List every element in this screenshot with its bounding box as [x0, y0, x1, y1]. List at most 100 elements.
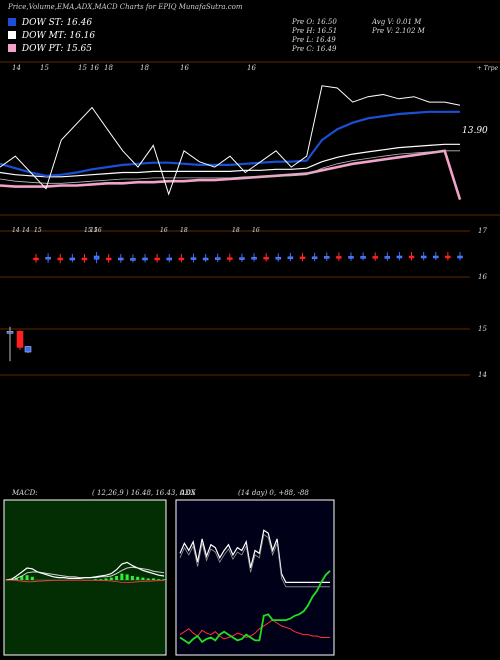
candle-body: [239, 257, 245, 260]
price-line: [0, 85, 461, 196]
candle-body: [45, 256, 51, 260]
date-label: 16: [247, 64, 256, 72]
candle-body: [263, 256, 269, 260]
date-label: 18: [104, 64, 113, 72]
legend-dow-pt: DOW PT: 15.65: [8, 44, 92, 54]
macd-histogram-bar: [120, 573, 124, 580]
date-label: 18: [140, 64, 149, 72]
price-axis-label: 15: [478, 325, 487, 333]
candle-body: [154, 257, 160, 261]
candle-body: [227, 257, 233, 260]
candle-body: [372, 256, 378, 259]
legend-swatch-st: [8, 18, 16, 26]
prev-volume: Pre V: 2.102 M: [372, 27, 425, 35]
last-price-label: 13.90: [462, 126, 488, 136]
volume-date-label: 18: [232, 227, 240, 234]
ema-mt-band-line: [0, 150, 460, 184]
candle-body: [105, 257, 112, 261]
macd-histogram-bar: [146, 578, 150, 580]
candle-body: [69, 257, 76, 261]
candle-body: [33, 257, 39, 261]
volume-date-label: 16: [252, 227, 260, 234]
chart-title: Price,Volume,EMA,ADX,MACD Charts for EPI…: [8, 3, 243, 11]
date-label: 15: [40, 64, 49, 72]
adx-line: [179, 529, 330, 584]
candle-body: [408, 255, 415, 259]
macd-histogram-bar: [141, 577, 145, 580]
macd-params: ( 12,26,9 ) 16.48, 16.43, 0.05: [92, 489, 196, 497]
prev-open: Pre O: 16.50: [292, 18, 337, 26]
price-axis-label: 14: [478, 371, 487, 379]
volume-date-label: 16: [94, 227, 102, 234]
macd-histogram-bar: [157, 579, 161, 580]
legend-label-mt: DOW MT: 16.16: [21, 31, 96, 41]
candle-body: [299, 256, 306, 260]
candle-body: [214, 257, 221, 260]
candle-body: [190, 257, 197, 260]
prev-low: Pre L: 16.49: [292, 36, 336, 44]
legend-swatch-pt: [8, 44, 16, 52]
candle-body: [287, 256, 294, 260]
prev-close: Pre C: 16.49: [292, 45, 337, 53]
candle-body: [323, 256, 330, 259]
candle-body: [433, 255, 439, 259]
price-axis-label: 17: [478, 227, 487, 235]
candle-body: [202, 257, 209, 261]
macd-histogram-bar: [162, 579, 166, 580]
candle-body: [24, 346, 32, 353]
candle-body: [118, 257, 124, 261]
volume-date-label: 18: [180, 227, 188, 234]
di-minus-line: [179, 619, 330, 640]
legend-swatch-mt: [8, 31, 16, 39]
macd-title: MACD:: [11, 489, 38, 497]
legend-dow-st: DOW ST: 16.46: [8, 18, 92, 28]
macd-histogram-bar: [25, 575, 29, 580]
volume-date-label: 15: [34, 227, 42, 234]
adx-shadow-line: [179, 533, 330, 588]
legend-label-pt: DOW PT: 15.65: [21, 44, 92, 54]
ema-st-line: [0, 110, 460, 177]
candle-body: [142, 257, 148, 261]
candle-body: [178, 257, 185, 261]
macd-histogram-bar: [151, 578, 155, 580]
volume-date-label: 14: [22, 227, 30, 234]
candle-body: [93, 255, 100, 260]
candle-body: [6, 330, 14, 334]
di-plus-line: [179, 570, 331, 645]
adx-title: ADX: [179, 489, 197, 497]
legend-dow-mt: DOW MT: 16.16: [8, 31, 95, 41]
macd-histogram-bar: [94, 579, 98, 580]
candle-body: [81, 257, 88, 261]
ema-pt-line: [0, 149, 462, 200]
macd-histogram-bar: [99, 579, 103, 580]
candle-body: [420, 255, 427, 259]
date-label: 14: [12, 64, 21, 72]
corner-label: + Trpe: [477, 65, 499, 72]
macd-histogram-bar: [104, 578, 108, 580]
volume-date-label: 16: [160, 227, 168, 234]
candle-body: [384, 256, 391, 259]
candle-body: [348, 256, 354, 259]
macd-histogram-bar: [125, 574, 129, 580]
adx-params: (14 day) 0, +88, -88: [238, 489, 309, 497]
date-label: 15: [78, 64, 87, 72]
candle-body: [16, 330, 24, 348]
legend-label-st: DOW ST: 16.46: [21, 18, 93, 28]
candle-body: [275, 256, 282, 260]
candle-body: [251, 256, 257, 260]
macd-histogram-bar: [130, 576, 134, 580]
candle-body: [445, 255, 451, 259]
volume-date-label: 15: [84, 227, 92, 234]
candle-body: [311, 256, 318, 260]
macd-histogram-bar: [20, 576, 24, 580]
candle-body: [396, 255, 403, 259]
candle-body: [57, 257, 63, 261]
avg-volume: Avg V: 0.01 M: [372, 18, 422, 26]
candle-body: [360, 256, 366, 259]
price-axis-label: 16: [478, 273, 487, 281]
volume-date-label: 15: [90, 227, 98, 234]
date-label: 16: [90, 64, 99, 72]
macd-histogram-bar: [30, 576, 34, 580]
macd-histogram-bar: [115, 576, 119, 580]
macd-histogram-bar: [136, 576, 140, 580]
